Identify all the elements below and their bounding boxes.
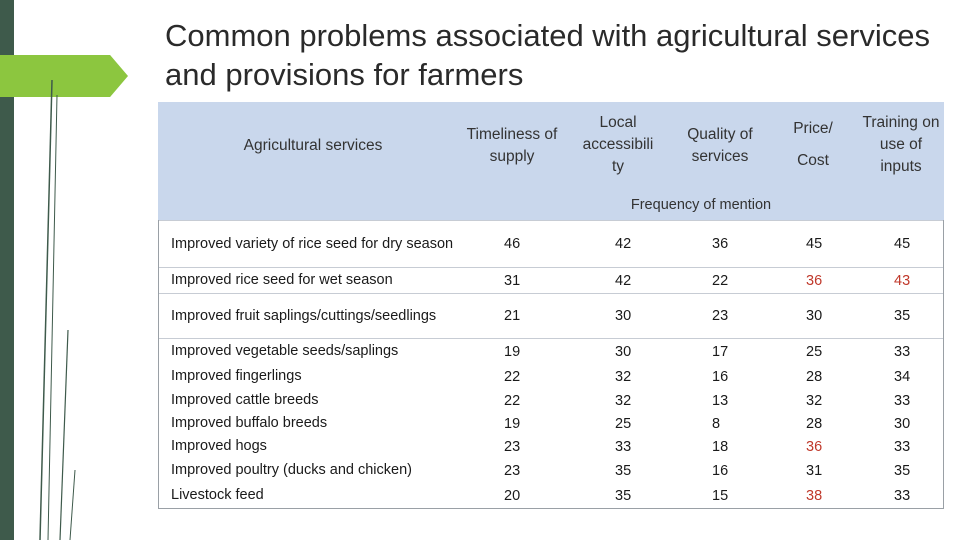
row-value-cell: 30	[894, 415, 911, 432]
row-value-cell: 19	[504, 343, 521, 360]
row-service-name: Improved hogs	[171, 438, 267, 454]
table-row: Improved hogs 23 33 18 36 33	[159, 435, 943, 458]
row-value-cell: 33	[894, 392, 911, 409]
row-value-cell: 31	[504, 272, 521, 289]
row-value-cell: 19	[504, 415, 521, 432]
header-frequency-of-mention: Frequency of mention	[630, 197, 772, 213]
row-value-cell: 34	[894, 368, 911, 385]
header-local-accessibility: Local accessibili ty	[582, 114, 654, 175]
table-row: Livestock feed 20 35 15 38 33	[159, 483, 943, 508]
slide-title: Common problems associated with agricult…	[165, 18, 930, 92]
table-row: Improved buffalo breeds 19 25 8 28 30	[159, 412, 943, 435]
row-value-cell: 33	[894, 438, 911, 455]
row-service-name: Improved cattle breeds	[171, 392, 319, 408]
row-value-cell: 45	[806, 236, 823, 252]
row-value-cell: 22	[504, 368, 521, 385]
row-value-cell: 31	[806, 462, 823, 479]
header-price-line1: Price/	[793, 120, 833, 137]
row-service-name: Improved vegetable seeds/saplings	[171, 343, 399, 359]
row-value-cell: 32	[615, 368, 632, 385]
row-value-cell: 16	[712, 368, 729, 385]
row-value-cell: 22	[504, 392, 521, 409]
row-value-cell: 33	[894, 487, 911, 504]
row-value-cell: 42	[615, 236, 632, 252]
row-value-cell: 35	[615, 462, 632, 479]
table-body: Improved variety of rice seed for dry se…	[158, 220, 944, 509]
row-service-name: Livestock feed	[171, 487, 264, 503]
arrow-decoration	[0, 55, 128, 97]
header-cost-line2: Cost	[797, 152, 829, 169]
row-value-cell: 22	[712, 272, 729, 289]
row-value-cell: 46	[504, 236, 521, 252]
row-value-cell: 30	[806, 308, 823, 324]
row-value-cell: 33	[894, 343, 911, 360]
row-service-name: Improved fingerlings	[171, 368, 302, 384]
row-value-cell: 30	[615, 308, 632, 324]
row-value-cell: 28	[806, 415, 823, 432]
row-value-cell: 36	[712, 236, 729, 252]
row-value-cell: 43	[894, 272, 911, 289]
row-value-cell: 21	[504, 308, 521, 324]
row-value-cell: 35	[894, 308, 911, 324]
row-value-cell: 32	[615, 392, 632, 409]
table-row: Improved fingerlings 22 32 16 28 34	[159, 364, 943, 389]
row-service-name: Improved buffalo breeds	[171, 415, 328, 431]
row-value-cell: 13	[712, 392, 729, 409]
row-service-name: Improved poultry (ducks and chicken)	[171, 462, 412, 478]
row-value-cell: 23	[504, 462, 521, 479]
table-row: Improved variety of rice seed for dry se…	[159, 220, 943, 267]
row-value-cell: 32	[806, 392, 823, 409]
header-quality: Quality of services	[687, 126, 753, 165]
data-table: Agricultural services Timeliness of supp…	[158, 102, 944, 509]
row-value-cell: 23	[712, 308, 729, 324]
row-service-name: Improved rice seed for wet season	[171, 272, 393, 288]
row-value-cell: 35	[894, 462, 911, 479]
row-value-cell: 33	[615, 438, 632, 455]
row-value-cell: 18	[712, 438, 729, 455]
row-value-cell: 30	[615, 343, 632, 360]
table-row: Improved cattle breeds 22 32 13 32 33	[159, 389, 943, 412]
table-row: Improved rice seed for wet season 31 42 22 3…	[159, 267, 943, 293]
row-value-cell: 25	[806, 343, 823, 360]
left-sidebar-bar	[0, 0, 14, 540]
row-value-cell: 42	[615, 272, 632, 289]
row-value-cell: 8	[712, 415, 721, 432]
row-value-cell: 15	[712, 487, 729, 504]
row-value-cell: 20	[504, 487, 521, 504]
header-agricultural-services: Agricultural services	[243, 137, 383, 154]
row-value-cell: 36	[806, 438, 823, 455]
row-value-cell: 38	[806, 487, 823, 504]
row-value-cell: 35	[615, 487, 632, 504]
header-training: Training on use of inputs	[862, 114, 940, 175]
row-value-cell: 16	[712, 462, 729, 479]
row-value-cell: 25	[615, 415, 632, 432]
row-value-cell: 36	[806, 272, 823, 289]
table-header: Agricultural services Timeliness of supp…	[158, 102, 944, 220]
row-value-cell: 45	[894, 236, 911, 252]
row-value-cell: 28	[806, 368, 823, 385]
table-row: Improved vegetable seeds/saplings 19 30 17 2…	[159, 338, 943, 364]
table-row: Improved fruit saplings/cuttings/seedlin…	[159, 293, 943, 338]
row-service-name: Improved variety of rice seed for dry se…	[171, 235, 454, 252]
row-service-name: Improved fruit saplings/cuttings/seedlin…	[171, 307, 437, 324]
row-value-cell: 23	[504, 438, 521, 455]
header-timeliness: Timeliness of supply	[466, 126, 558, 165]
row-value-cell: 17	[712, 343, 729, 360]
table-row: Improved poultry (ducks and chicken) 23 35…	[159, 458, 943, 483]
